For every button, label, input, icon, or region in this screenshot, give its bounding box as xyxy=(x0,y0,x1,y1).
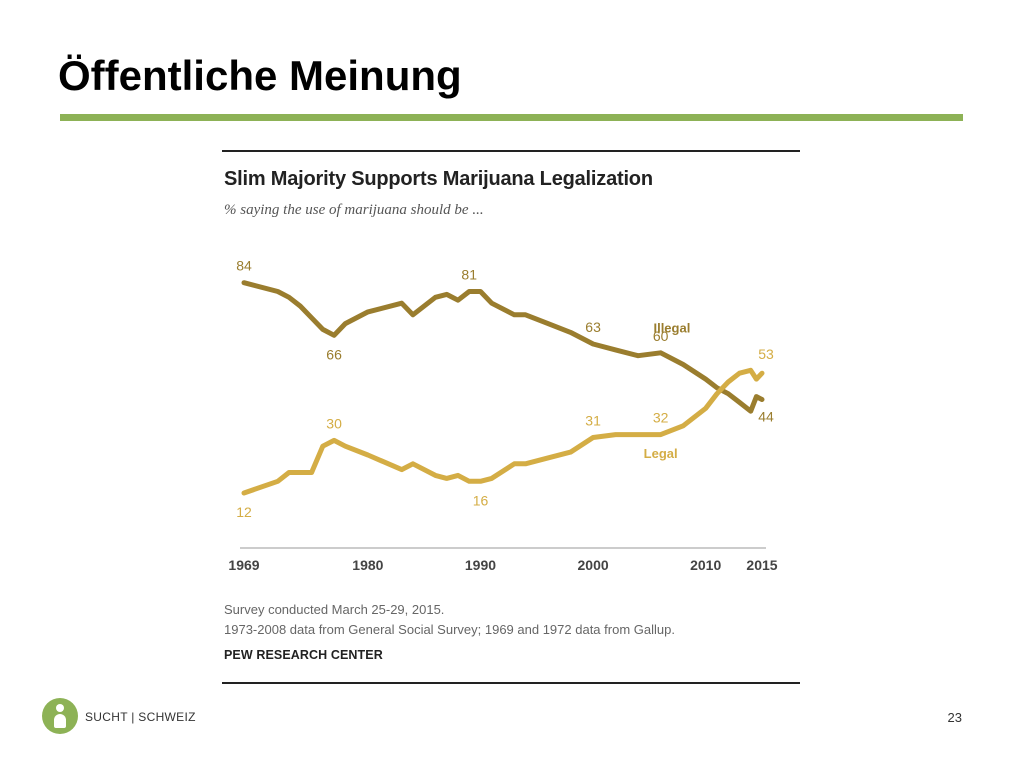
logo-text: SUCHT | SCHWEIZ xyxy=(85,710,196,724)
data-label: 53 xyxy=(758,346,774,362)
chart-top-rule xyxy=(222,150,800,152)
x-tick-label: 2000 xyxy=(578,557,609,573)
data-source-note: 1973-2008 data from General Social Surve… xyxy=(224,622,675,637)
title-underline xyxy=(60,114,963,121)
x-tick-label: 2015 xyxy=(746,557,777,573)
x-tick-label: 1980 xyxy=(352,557,383,573)
page-number: 23 xyxy=(947,710,962,725)
logo-icon xyxy=(42,698,78,734)
data-label: 30 xyxy=(326,415,342,431)
sucht-schweiz-logo: SUCHT | SCHWEIZ xyxy=(42,698,195,736)
chart-panel: Slim Majority Supports Marijuana Legaliz… xyxy=(222,148,800,688)
x-tick-label: 1969 xyxy=(228,557,259,573)
series-label-illegal: Illegal xyxy=(653,320,690,335)
series-line-legal xyxy=(241,367,765,496)
line-chart: 1969 1980 1990 2000 2010 2015 84 66 81 63 60 44 Ille… xyxy=(228,258,777,573)
series-label-legal: Legal xyxy=(644,446,678,461)
data-label: 31 xyxy=(585,412,601,428)
x-tick-label: 2010 xyxy=(690,557,721,573)
series-line-illegal xyxy=(241,280,765,414)
data-label: 16 xyxy=(473,492,489,508)
chart-title: Slim Majority Supports Marijuana Legaliz… xyxy=(224,168,653,190)
survey-note: Survey conducted March 25-29, 2015. xyxy=(224,602,445,617)
x-tick-label: 1990 xyxy=(465,557,496,573)
data-label: 63 xyxy=(585,319,601,335)
data-label: 60 xyxy=(653,328,669,344)
data-label: 81 xyxy=(461,266,477,282)
data-label: 32 xyxy=(653,410,669,426)
chart-bottom-rule xyxy=(222,682,800,684)
slide-title: Öffentliche Meinung xyxy=(58,52,462,99)
data-label: 66 xyxy=(326,346,342,362)
chart-subtitle: % saying the use of marijuana should be … xyxy=(224,202,484,218)
data-label: 12 xyxy=(236,504,252,520)
data-label: 84 xyxy=(236,258,252,274)
data-label: 44 xyxy=(758,409,774,425)
source-credit: PEW RESEARCH CENTER xyxy=(224,648,383,662)
